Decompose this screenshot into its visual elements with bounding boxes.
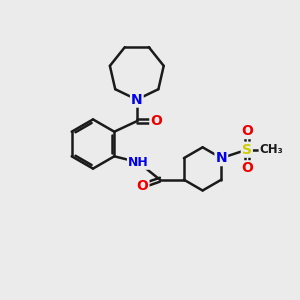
Text: NH: NH bbox=[128, 156, 149, 169]
Text: O: O bbox=[150, 114, 162, 128]
Text: O: O bbox=[241, 124, 253, 138]
Text: S: S bbox=[242, 143, 252, 157]
Text: N: N bbox=[215, 151, 227, 165]
Text: O: O bbox=[136, 179, 148, 193]
Text: CH₃: CH₃ bbox=[260, 143, 283, 156]
Text: O: O bbox=[241, 161, 253, 175]
Text: N: N bbox=[131, 93, 142, 106]
